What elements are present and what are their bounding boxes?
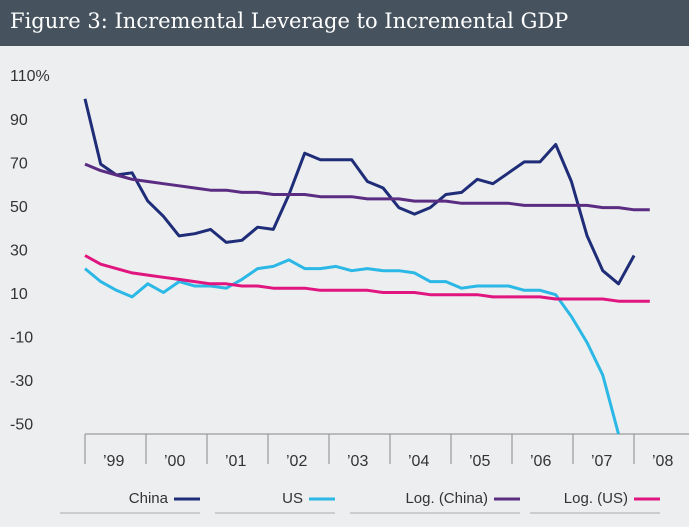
x-tick-label: ’99 bbox=[103, 453, 124, 470]
series-line bbox=[84, 162, 650, 212]
legend-label: US bbox=[282, 490, 303, 507]
x-tick-label: ’00 bbox=[164, 453, 185, 470]
y-tick-label: 10 bbox=[10, 286, 28, 303]
x-tick-label: ’08 bbox=[652, 453, 673, 470]
x-tick-label: ’04 bbox=[408, 453, 429, 470]
legend-label: Log. (US) bbox=[564, 490, 628, 507]
series-line bbox=[84, 254, 650, 303]
x-tick-label: ’05 bbox=[469, 453, 490, 470]
x-tick-label: ’03 bbox=[347, 453, 368, 470]
x-tick-label: ’07 bbox=[591, 453, 612, 470]
y-tick-label: 90 bbox=[10, 112, 28, 129]
x-tick-label: ’01 bbox=[225, 453, 246, 470]
x-tick-label: ’06 bbox=[530, 453, 551, 470]
y-tick-label: 30 bbox=[10, 242, 28, 259]
legend-label: China bbox=[129, 490, 169, 507]
series-line bbox=[83, 98, 636, 286]
x-tick-label: ’02 bbox=[286, 453, 307, 470]
y-tick-label: 50 bbox=[10, 199, 28, 216]
y-tick-label: -10 bbox=[10, 329, 33, 346]
legend-label: Log. (China) bbox=[405, 490, 488, 507]
chart-title: Figure 3: Incremental Leverage to Increm… bbox=[10, 9, 569, 33]
y-tick-label: 110% bbox=[10, 68, 50, 85]
title-bar: Figure 3: Incremental Leverage to Increm… bbox=[0, 0, 689, 46]
series-line bbox=[84, 258, 620, 435]
y-tick-label: -30 bbox=[10, 373, 33, 390]
y-tick-label: 70 bbox=[10, 155, 28, 172]
y-tick-label: -50 bbox=[10, 417, 33, 434]
